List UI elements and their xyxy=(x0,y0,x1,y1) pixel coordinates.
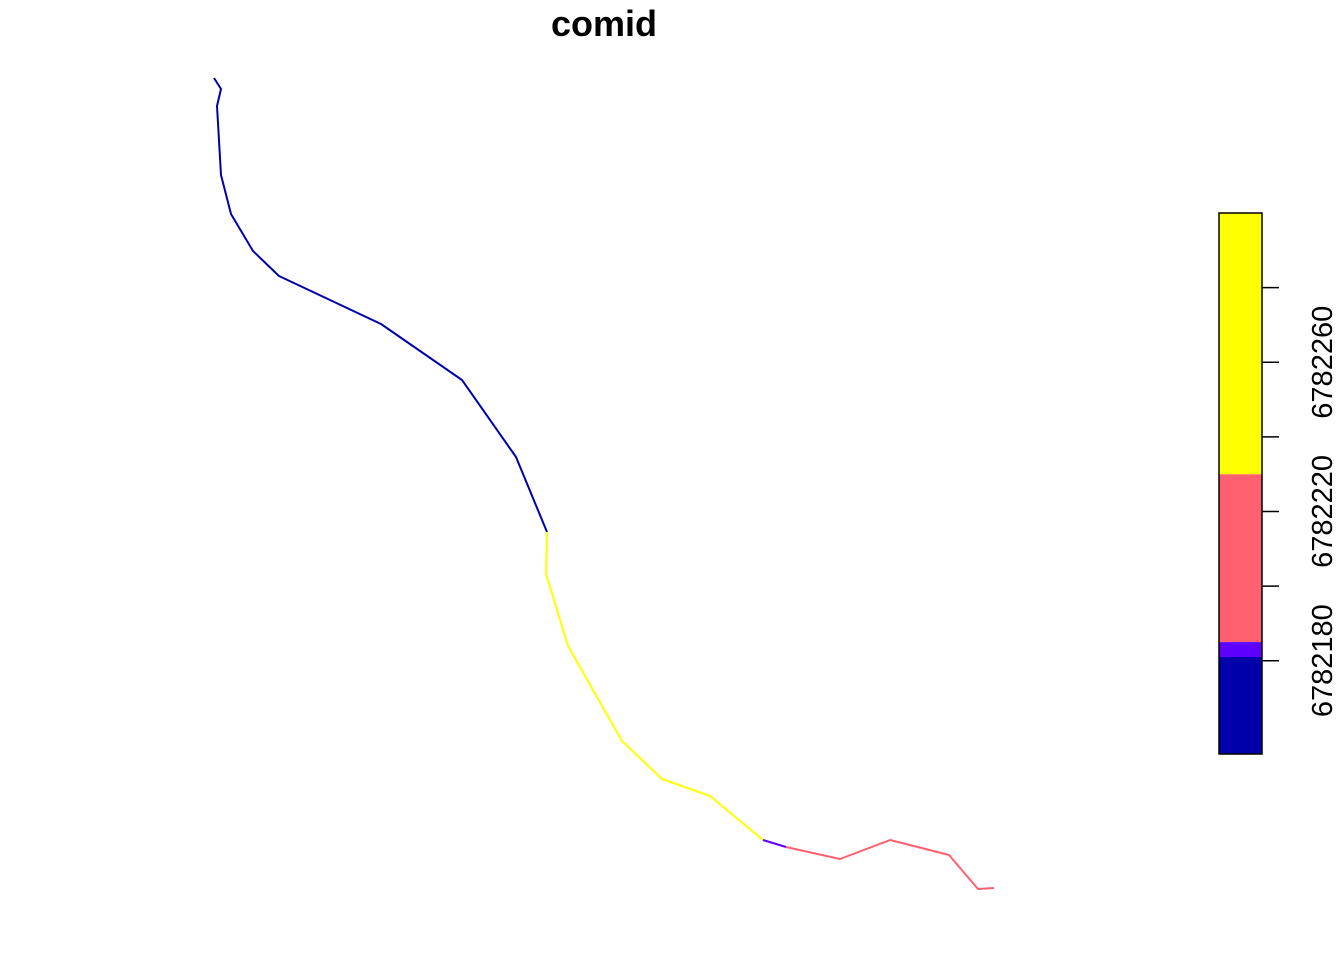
river-segment-2 xyxy=(545,531,764,841)
colorbar-band-3 xyxy=(1219,474,1262,643)
colorbar-legend: 6782180 6782220 6782260 xyxy=(1218,212,1339,755)
colorbar-tick-label: 6782220 xyxy=(1307,455,1339,568)
colorbar-tick-label: 6782180 xyxy=(1307,604,1339,717)
river-segment-4 xyxy=(785,839,995,890)
colorbar-band-1 xyxy=(1219,656,1262,754)
colorbar-frame xyxy=(1218,212,1263,755)
river-segment-1 xyxy=(213,77,548,533)
colorbar-band-2 xyxy=(1219,642,1262,657)
river-segment-3 xyxy=(762,839,787,848)
colorbar-band-4 xyxy=(1219,213,1262,475)
chart-title: comid xyxy=(551,3,657,44)
river-lines xyxy=(213,77,995,890)
colorbar-tick-label: 6782260 xyxy=(1307,306,1339,419)
